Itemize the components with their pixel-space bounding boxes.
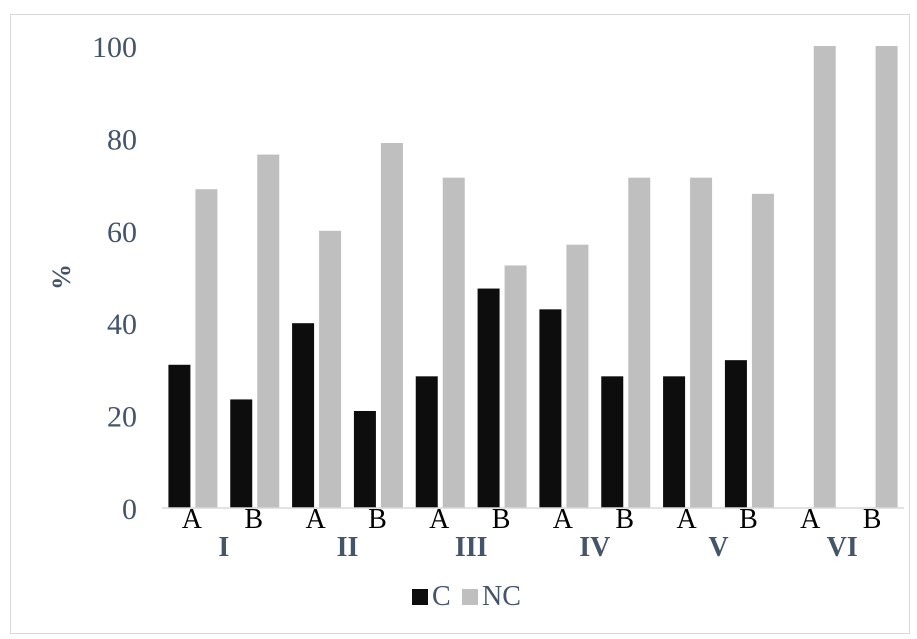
bar-C-III-A: [415, 376, 438, 508]
y-axis-ticks: 0 20 40 60 80 100: [92, 31, 137, 526]
x-group-label: IV: [579, 532, 610, 563]
bar-NC-VI-A: [813, 46, 836, 508]
legend-label-C: C: [432, 581, 451, 612]
x-group-label: VI: [827, 532, 858, 563]
y-axis-label: %: [47, 264, 76, 290]
bar-NC-VI-B: [875, 46, 898, 508]
x-subcategory-label: B: [739, 504, 758, 535]
x-subcategory-label: B: [244, 504, 263, 535]
bar-C-II-A: [292, 323, 315, 508]
y-tick-label: 40: [107, 308, 137, 341]
legend-label-NC: NC: [482, 581, 521, 612]
bar-NC-II-B: [380, 143, 403, 508]
x-subcategory-label: B: [492, 504, 511, 535]
bars: [168, 46, 898, 509]
bar-NC-III-A: [442, 177, 465, 509]
x-subcategory-label: A: [182, 504, 203, 535]
bar-C-IV-B: [601, 376, 624, 508]
bar-NC-IV-B: [628, 177, 651, 509]
y-tick-label: 80: [107, 123, 137, 156]
bar-C-II-B: [353, 410, 376, 508]
x-subcategory-label: A: [800, 504, 821, 535]
x-subcategory-label: A: [305, 504, 326, 535]
legend-swatch-NC: [462, 589, 478, 605]
bar-NC-III-B: [504, 265, 527, 508]
bar-NC-I-A: [195, 189, 218, 508]
x-subcategory-label: A: [429, 504, 450, 535]
bar-C-V-A: [663, 376, 686, 508]
bar-NC-II-A: [319, 230, 342, 509]
bar-NC-V-B: [751, 193, 774, 508]
y-tick-label: 100: [92, 31, 137, 64]
x-group-label: V: [708, 532, 728, 563]
bar-C-IV-A: [539, 309, 562, 508]
bar-NC-I-B: [257, 154, 280, 508]
legend-swatch-C: [412, 589, 428, 605]
y-tick-label: 60: [107, 216, 137, 249]
bar-C-V-B: [724, 360, 747, 508]
x-subcategory-label: A: [676, 504, 697, 535]
x-subcategory-label: A: [553, 504, 574, 535]
bar-C-I-A: [168, 364, 191, 508]
x-group-label: II: [337, 532, 359, 563]
x-subcategory-label: B: [615, 504, 634, 535]
bar-C-III-B: [477, 288, 500, 508]
y-tick-label: 0: [122, 493, 137, 526]
bar-C-I-B: [230, 399, 253, 508]
legend: C NC: [412, 581, 521, 612]
x-subcategory-label: B: [863, 504, 882, 535]
x-group-label: III: [455, 532, 488, 563]
y-tick-label: 20: [107, 401, 137, 434]
x-subcategory-label: B: [368, 504, 387, 535]
bar-NC-IV-A: [566, 244, 589, 508]
bar-NC-V-A: [690, 177, 713, 509]
x-group-label: I: [218, 532, 229, 563]
